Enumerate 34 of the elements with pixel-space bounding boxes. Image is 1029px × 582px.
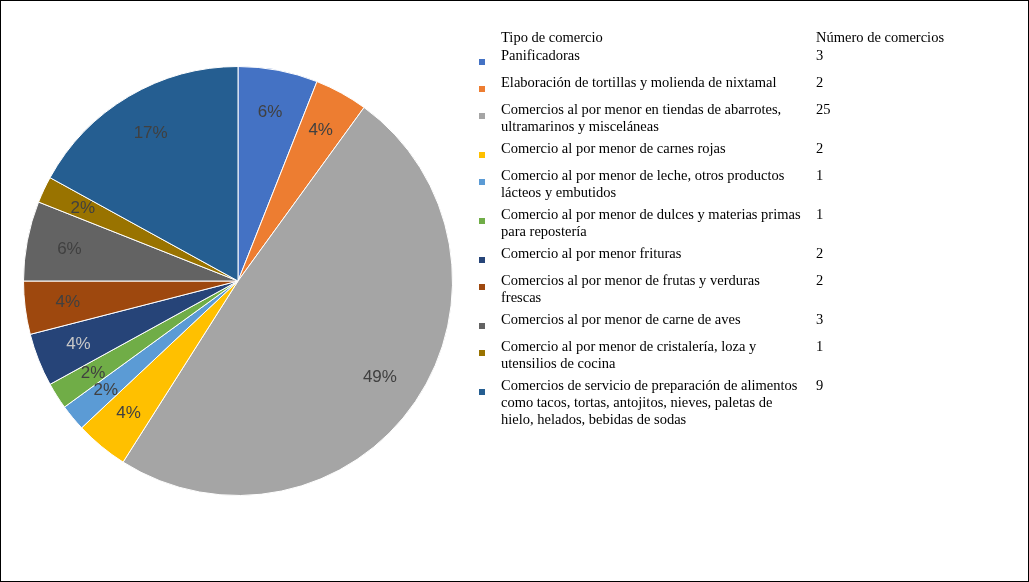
legend-label: Comercio al por menor de dulces y materias primas para repostería xyxy=(501,206,801,240)
data-label: 49% xyxy=(362,367,397,387)
legend-label: Comercios de servicio de preparación de alimentos como tacos, tortas, antojitos, nieves, paletas de hielo, helados, bebidas de sodas xyxy=(501,377,799,428)
text: 9 xyxy=(816,377,824,395)
text: 2 xyxy=(816,74,824,92)
data-label: 2% xyxy=(70,197,96,217)
text: 1 xyxy=(816,167,824,185)
text: 2 xyxy=(816,140,824,158)
legend-label: Comercios al por menor en tiendas de abarrotes, ultramarinos y misceláneas xyxy=(501,101,783,135)
data-label: 4% xyxy=(66,333,91,353)
legend-label: Comercio al por menor de carnes rojas xyxy=(501,140,727,158)
text: 3 xyxy=(816,311,824,329)
legend-label: Panificadoras xyxy=(501,47,581,65)
legend-label: Comercios al por menor de carne de aves xyxy=(501,311,742,329)
text: 3 xyxy=(816,47,824,65)
legend-title: Tipo de comercio xyxy=(501,29,604,46)
text: Número de comercios xyxy=(816,29,945,46)
data-label: 17% xyxy=(133,122,168,142)
data-label: 2% xyxy=(80,362,106,382)
text: 2 xyxy=(816,245,824,263)
legend-label: Elaboración de tortillas y molienda de nixtamal xyxy=(501,74,778,92)
data-label: 4% xyxy=(116,402,141,422)
data-label: 4% xyxy=(308,120,333,140)
legend-label: Comercio al por menor de cristalería, loza y utensilios de cocina xyxy=(501,338,758,372)
text: 25 xyxy=(816,101,831,119)
legend-label: Comercio al por menor frituras xyxy=(501,245,683,263)
text: 1 xyxy=(816,206,824,224)
data-label: 6% xyxy=(257,102,283,122)
text: 2 xyxy=(816,272,824,290)
text: 1 xyxy=(816,338,824,356)
data-label: 4% xyxy=(55,292,81,312)
data-label: 2% xyxy=(93,380,119,400)
legend-label: Comercios al por menor de frutas y verduras frescas xyxy=(501,272,761,306)
legend-label: Comercio al por menor de leche, otros productos lácteos y embutidos xyxy=(501,167,786,201)
